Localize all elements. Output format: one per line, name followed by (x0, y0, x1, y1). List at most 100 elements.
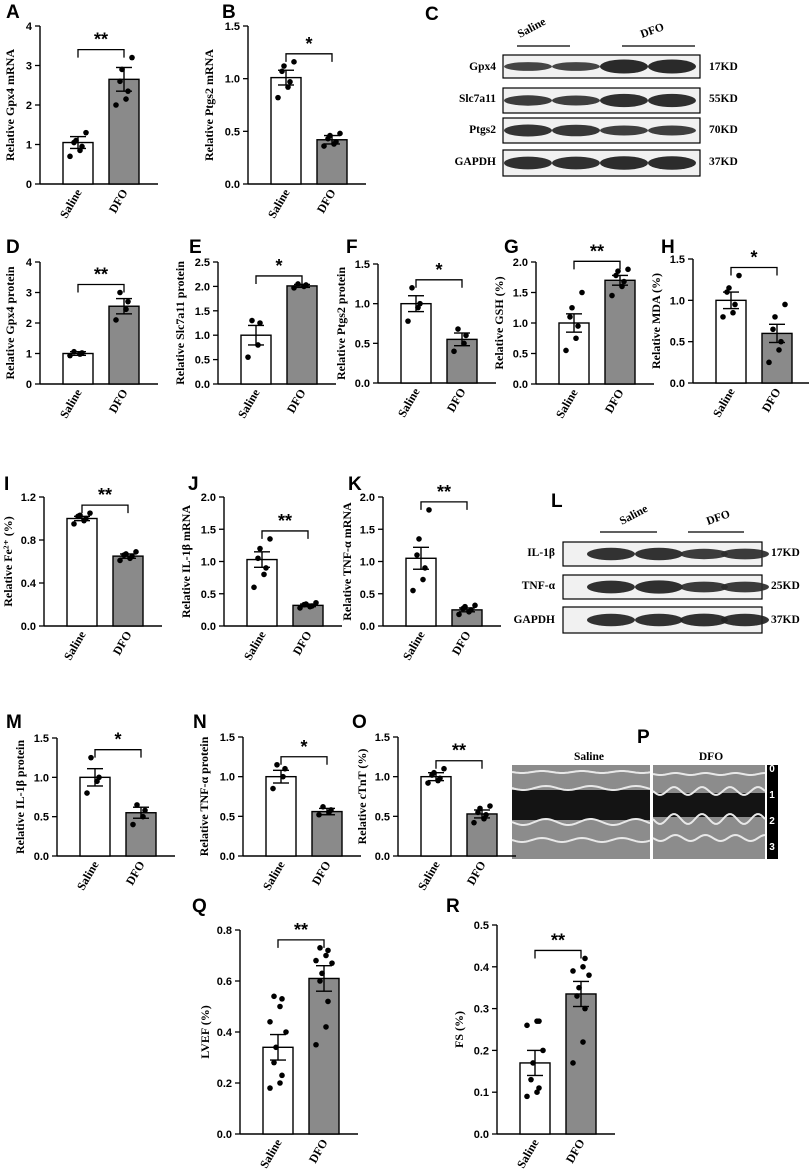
data-point (540, 1047, 546, 1054)
bar-dfo (308, 977, 340, 1135)
blot-label-ptgs2: Ptgs2 (469, 124, 496, 136)
blot-label-gapdh-l: GAPDH (513, 614, 555, 626)
panel-label-l: L (551, 491, 563, 512)
blot-band (648, 93, 696, 108)
bar-chart-q: Q 0.0 0.2 0.4 0.6 0.8 LVEF (%) Saline DFO ** (192, 896, 358, 1171)
data-point (320, 804, 326, 810)
data-point (261, 571, 267, 578)
data-point (437, 775, 443, 782)
data-point (563, 347, 569, 354)
data-point (534, 1089, 540, 1095)
y-tick-label: 1.0 (375, 772, 390, 784)
blot-band (600, 59, 648, 74)
blot-label-slc7a11: Slc7a11 (459, 93, 496, 105)
data-point (282, 765, 288, 772)
data-point (573, 335, 579, 342)
y-tick-label: 0.0 (34, 851, 49, 863)
panel-label-j: J (188, 474, 199, 495)
x-category-label: DFO (309, 859, 334, 888)
significance-marker: ** (94, 265, 108, 285)
data-point (280, 773, 286, 780)
y-tick-label: 4 (26, 21, 33, 33)
y-tick-label: 1.5 (513, 288, 528, 300)
data-point (255, 342, 261, 348)
data-point (83, 129, 89, 136)
x-category-label: Saline (257, 1136, 285, 1171)
bar-chart-n: N 0.0 0.5 1.0 1.5 Relative TNF-α protein Salin… (193, 712, 361, 893)
bar-saline (558, 322, 590, 385)
y-tick-label: 3 (26, 61, 32, 73)
data-point (273, 1044, 279, 1051)
bar-chart-h: H 0.0 0.5 1.0 1.5 Relative MDA (%) Saline DFO * (649, 237, 809, 420)
y-tick-label: 0.6 (217, 976, 232, 988)
significance-bracket (81, 504, 129, 514)
data-point (487, 803, 493, 809)
data-point (291, 285, 297, 291)
data-point (88, 754, 94, 761)
echo-scale-tick: 2 (769, 816, 775, 827)
blot-band (504, 62, 552, 71)
data-point (463, 332, 469, 339)
data-point (125, 298, 131, 305)
data-point (303, 282, 309, 288)
data-point (117, 78, 123, 85)
data-point (71, 348, 77, 355)
data-point (524, 1093, 530, 1100)
significance-marker: * (114, 730, 121, 750)
data-point (414, 552, 420, 558)
data-point (782, 301, 788, 308)
panel-label-e: E (189, 237, 202, 258)
echo-wall-line (511, 836, 651, 844)
data-point (405, 318, 411, 324)
data-point (770, 326, 776, 333)
data-point (271, 993, 277, 1000)
y-tick-label: 2.0 (195, 281, 210, 293)
x-category-label: Saline (400, 628, 428, 663)
y-tick-label: 1.0 (201, 557, 216, 569)
significance-bracket (94, 749, 142, 758)
bar-chart-r: R 0.0 0.1 0.2 0.3 0.4 0.5 FS (%) Saline DFO ** (446, 896, 615, 1171)
data-point (133, 549, 139, 555)
y-tick-label: 0.0 (195, 379, 210, 391)
y-tick-label: 0.5 (670, 337, 685, 349)
data-point (472, 602, 478, 609)
significance-marker: ** (437, 482, 451, 502)
data-point (586, 972, 592, 978)
y-tick-label: 2 (26, 318, 32, 330)
bar-saline (400, 302, 432, 384)
y-tick-label: 3 (26, 288, 32, 300)
significance-bracket (573, 260, 621, 270)
y-tick-label: 0.4 (21, 578, 37, 590)
panel-label-d: D (6, 237, 20, 258)
echo-scale-tick: 3 (769, 842, 775, 853)
y-tick-label: 0.5 (225, 126, 240, 138)
data-point (96, 774, 102, 781)
bar-dfo (311, 810, 343, 857)
y-tick-label: 0.0 (513, 379, 528, 391)
data-point (730, 309, 736, 316)
data-point (129, 553, 135, 559)
echo-wall-line (652, 772, 766, 776)
blot-band (635, 547, 683, 561)
bar-chart-k: K 0.0 0.5 1.0 1.5 2.0 Relative TNF-α mRNA Salin… (340, 474, 501, 663)
data-point (287, 79, 293, 85)
y-tick-label: 0.2 (217, 1078, 232, 1090)
echo-label-dfo: DFO (699, 751, 723, 763)
data-point (249, 317, 255, 324)
data-point (327, 132, 333, 139)
y-tick-label: 0.5 (34, 812, 49, 824)
blot-kd-tnfa: 25KD (771, 580, 800, 592)
data-point (270, 785, 276, 792)
data-point (425, 780, 431, 786)
x-category-label: Saline (710, 385, 738, 420)
data-point (134, 802, 140, 808)
data-point (766, 359, 772, 366)
data-point (325, 947, 331, 954)
y-tick-label: 0.8 (217, 925, 232, 937)
data-point (113, 317, 119, 323)
data-point (67, 352, 73, 359)
x-category-label: Saline (235, 386, 263, 421)
data-point (574, 993, 580, 999)
y-tick-label: 1.0 (355, 299, 370, 311)
data-point (575, 323, 581, 329)
